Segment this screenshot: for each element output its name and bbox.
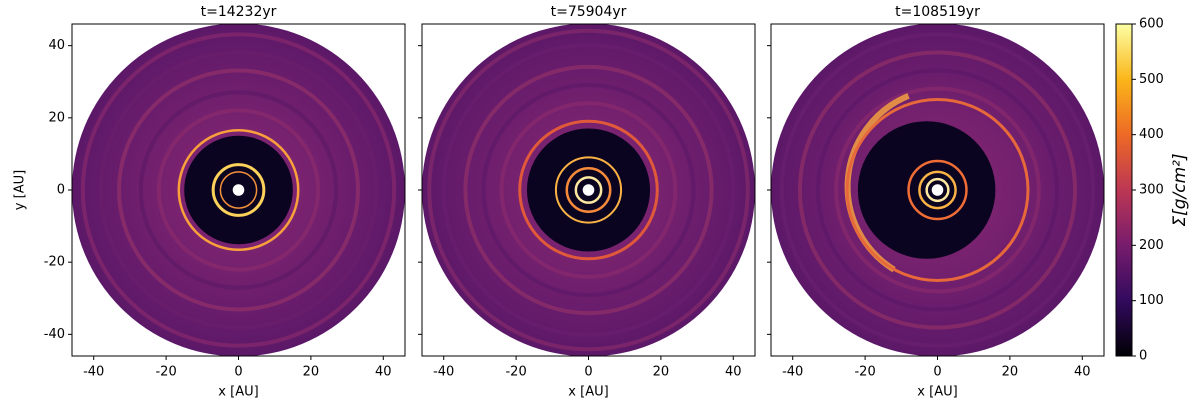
x-tick-label: -20	[505, 365, 526, 380]
inner-hole	[582, 184, 595, 196]
bright-ring	[554, 156, 623, 224]
disk-ring	[834, 86, 1041, 294]
disk-ring	[80, 32, 397, 348]
disk-ring	[156, 108, 321, 272]
disk-ring	[797, 50, 1078, 330]
inner-hole	[232, 184, 245, 196]
disk-ring	[117, 68, 360, 312]
y-axis-label: y [AU]	[13, 170, 28, 210]
x-tick-label: 40	[375, 365, 392, 380]
colorbar	[1115, 23, 1133, 357]
bright-ring	[177, 129, 300, 251]
x-tick-label: 20	[303, 365, 320, 380]
inner-hole	[931, 184, 944, 196]
x-tick-label: -40	[433, 365, 454, 380]
colorbar-tick-label: 0	[1139, 349, 1147, 364]
x-tick-label: 20	[653, 365, 670, 380]
x-tick-label: 0	[584, 365, 592, 380]
y-tick-label: -20	[44, 255, 65, 270]
disk-ring	[98, 50, 379, 330]
x-tick-label: 40	[725, 365, 742, 380]
colorbar-tick-label: 400	[1139, 127, 1164, 142]
y-tick-label: -40	[44, 327, 65, 342]
disk-ring	[481, 83, 696, 297]
x-tick-label: -40	[83, 365, 104, 380]
panel-title: t=75904yr	[551, 4, 627, 20]
bright-ring	[574, 176, 603, 204]
y-tick-label: 40	[48, 38, 65, 53]
disk-ring	[138, 90, 339, 290]
bright-ring	[518, 119, 659, 261]
colorbar-tick-label: 300	[1139, 183, 1164, 198]
colorbar-tick-label: 600	[1139, 17, 1164, 32]
bright-ring	[918, 170, 957, 210]
bright-ring	[907, 159, 968, 221]
panel-title: t=14232yr	[201, 4, 277, 20]
x-tick-label: -20	[155, 365, 176, 380]
x-axis-label: x [AU]	[568, 385, 608, 400]
colorbar-tick-label: 200	[1139, 238, 1164, 253]
colorbar-tick-label: 100	[1139, 293, 1164, 308]
bright-ring	[211, 163, 266, 217]
x-tick-label: 0	[933, 365, 941, 380]
x-axis-label: x [AU]	[218, 385, 258, 400]
bright-ring	[219, 171, 258, 209]
x-tick-label: 40	[1074, 365, 1091, 380]
y-tick-label: 20	[48, 110, 65, 125]
bright-ring	[925, 177, 950, 203]
disk-ring	[499, 101, 678, 279]
colorbar-label: Σ[g/cm²]	[1170, 153, 1190, 226]
disk-ring	[441, 43, 736, 337]
y-tick-label: 0	[57, 183, 65, 198]
x-tick-label: 0	[234, 365, 242, 380]
x-axis-label: x [AU]	[917, 385, 957, 400]
x-tick-label: -40	[782, 365, 803, 380]
disk-ring	[779, 32, 1096, 348]
x-tick-label: 20	[1002, 365, 1019, 380]
panel-title: t=108519yr	[895, 4, 980, 20]
disk-ring	[463, 64, 714, 316]
x-tick-label: -20	[854, 365, 875, 380]
bright-ring	[565, 167, 612, 213]
bright-ring	[845, 98, 1030, 282]
colorbar-tick-label: 500	[1139, 72, 1164, 87]
disk-ring	[816, 68, 1059, 312]
disk-ring	[427, 28, 750, 352]
